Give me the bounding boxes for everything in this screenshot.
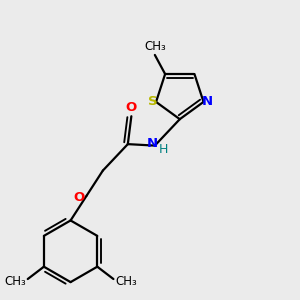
Text: S: S — [148, 95, 157, 108]
Text: CH₃: CH₃ — [144, 40, 166, 53]
Text: O: O — [125, 101, 136, 114]
Text: CH₃: CH₃ — [4, 275, 26, 289]
Text: N: N — [147, 137, 158, 150]
Text: O: O — [73, 191, 84, 204]
Text: N: N — [202, 95, 213, 108]
Text: H: H — [158, 143, 168, 157]
Text: CH₃: CH₃ — [115, 275, 136, 289]
